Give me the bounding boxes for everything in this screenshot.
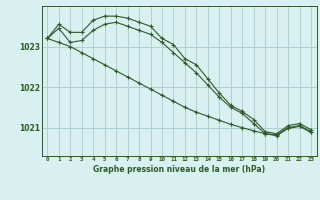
X-axis label: Graphe pression niveau de la mer (hPa): Graphe pression niveau de la mer (hPa) [93, 165, 265, 174]
